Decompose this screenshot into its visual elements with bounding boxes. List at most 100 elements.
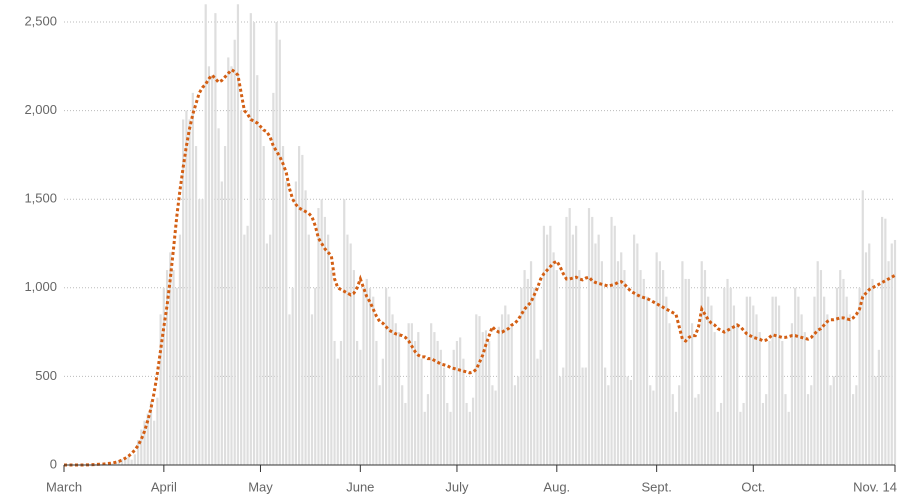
bar <box>162 287 165 465</box>
bar <box>423 411 426 465</box>
bar <box>262 146 265 466</box>
bar <box>204 4 207 466</box>
y-tick-label: 1,000 <box>24 279 57 294</box>
bar <box>153 420 156 465</box>
bar <box>165 270 169 465</box>
bar <box>558 376 562 465</box>
bar <box>649 385 652 465</box>
bar <box>852 394 855 465</box>
bar <box>552 252 555 465</box>
x-tick-label: Aug. <box>543 479 570 494</box>
bar <box>317 208 320 465</box>
bar <box>220 181 223 466</box>
bar <box>394 323 397 465</box>
bar <box>594 243 597 465</box>
bar <box>252 22 256 465</box>
bar <box>120 459 124 465</box>
bar <box>378 385 381 465</box>
bar <box>198 199 201 465</box>
bar <box>124 457 127 465</box>
bar <box>555 270 558 465</box>
bar <box>681 261 684 465</box>
bar <box>256 75 259 465</box>
bar <box>549 225 552 465</box>
bar <box>575 225 578 465</box>
bar <box>729 287 732 465</box>
bar <box>236 4 240 466</box>
bar <box>639 270 642 465</box>
bar <box>839 270 842 465</box>
bar <box>626 376 629 465</box>
bar <box>491 385 494 465</box>
bar <box>294 181 298 466</box>
bar <box>336 358 339 465</box>
bar <box>526 278 529 465</box>
x-tick-label: Nov. 14 <box>853 479 897 494</box>
bar <box>881 216 884 465</box>
bar <box>893 239 897 465</box>
bar <box>149 401 153 465</box>
bar <box>381 358 384 465</box>
x-tick-label: Oct. <box>741 479 765 494</box>
bar <box>169 252 172 465</box>
bar <box>578 270 581 465</box>
bar <box>175 287 178 465</box>
bar <box>723 287 726 465</box>
bar <box>687 278 690 465</box>
bar <box>172 270 175 465</box>
bar <box>410 323 413 465</box>
bar <box>156 397 159 465</box>
average-line <box>64 67 896 467</box>
bar <box>478 316 481 465</box>
y-tick-label: 0 <box>50 456 57 471</box>
bar <box>816 261 819 465</box>
bar <box>275 22 278 465</box>
bar <box>887 261 890 465</box>
bar <box>768 340 771 465</box>
bar <box>777 305 781 465</box>
bar <box>397 332 401 465</box>
bar <box>636 243 639 465</box>
bar <box>716 411 719 465</box>
bar <box>488 340 491 465</box>
bar <box>111 463 114 465</box>
bar <box>774 296 777 465</box>
bar <box>368 287 372 465</box>
bar <box>810 385 813 465</box>
bar <box>442 367 446 465</box>
bar <box>829 385 832 465</box>
bar <box>806 394 810 465</box>
bar <box>848 314 852 465</box>
bar <box>265 243 269 465</box>
bar <box>823 296 826 465</box>
bar <box>784 394 787 465</box>
bar <box>404 402 407 465</box>
bar <box>868 243 871 465</box>
bar <box>739 411 742 465</box>
bar <box>227 57 230 465</box>
bar <box>269 234 272 465</box>
bar <box>420 358 423 465</box>
bar <box>281 146 285 466</box>
bar <box>613 225 616 465</box>
bar <box>517 376 520 465</box>
bar <box>301 154 304 465</box>
bar <box>475 314 478 465</box>
bar <box>765 394 768 465</box>
bar <box>694 397 697 465</box>
bar <box>645 296 649 465</box>
bar <box>533 287 536 465</box>
bar <box>246 225 249 465</box>
bar <box>581 367 584 465</box>
bar <box>542 225 546 465</box>
bar <box>285 181 288 466</box>
bar <box>861 190 864 465</box>
bar <box>346 234 349 465</box>
bar <box>497 326 500 465</box>
bar <box>359 349 362 465</box>
bar <box>452 349 455 465</box>
bar <box>697 394 700 465</box>
bar <box>455 340 459 465</box>
bar <box>591 216 594 465</box>
